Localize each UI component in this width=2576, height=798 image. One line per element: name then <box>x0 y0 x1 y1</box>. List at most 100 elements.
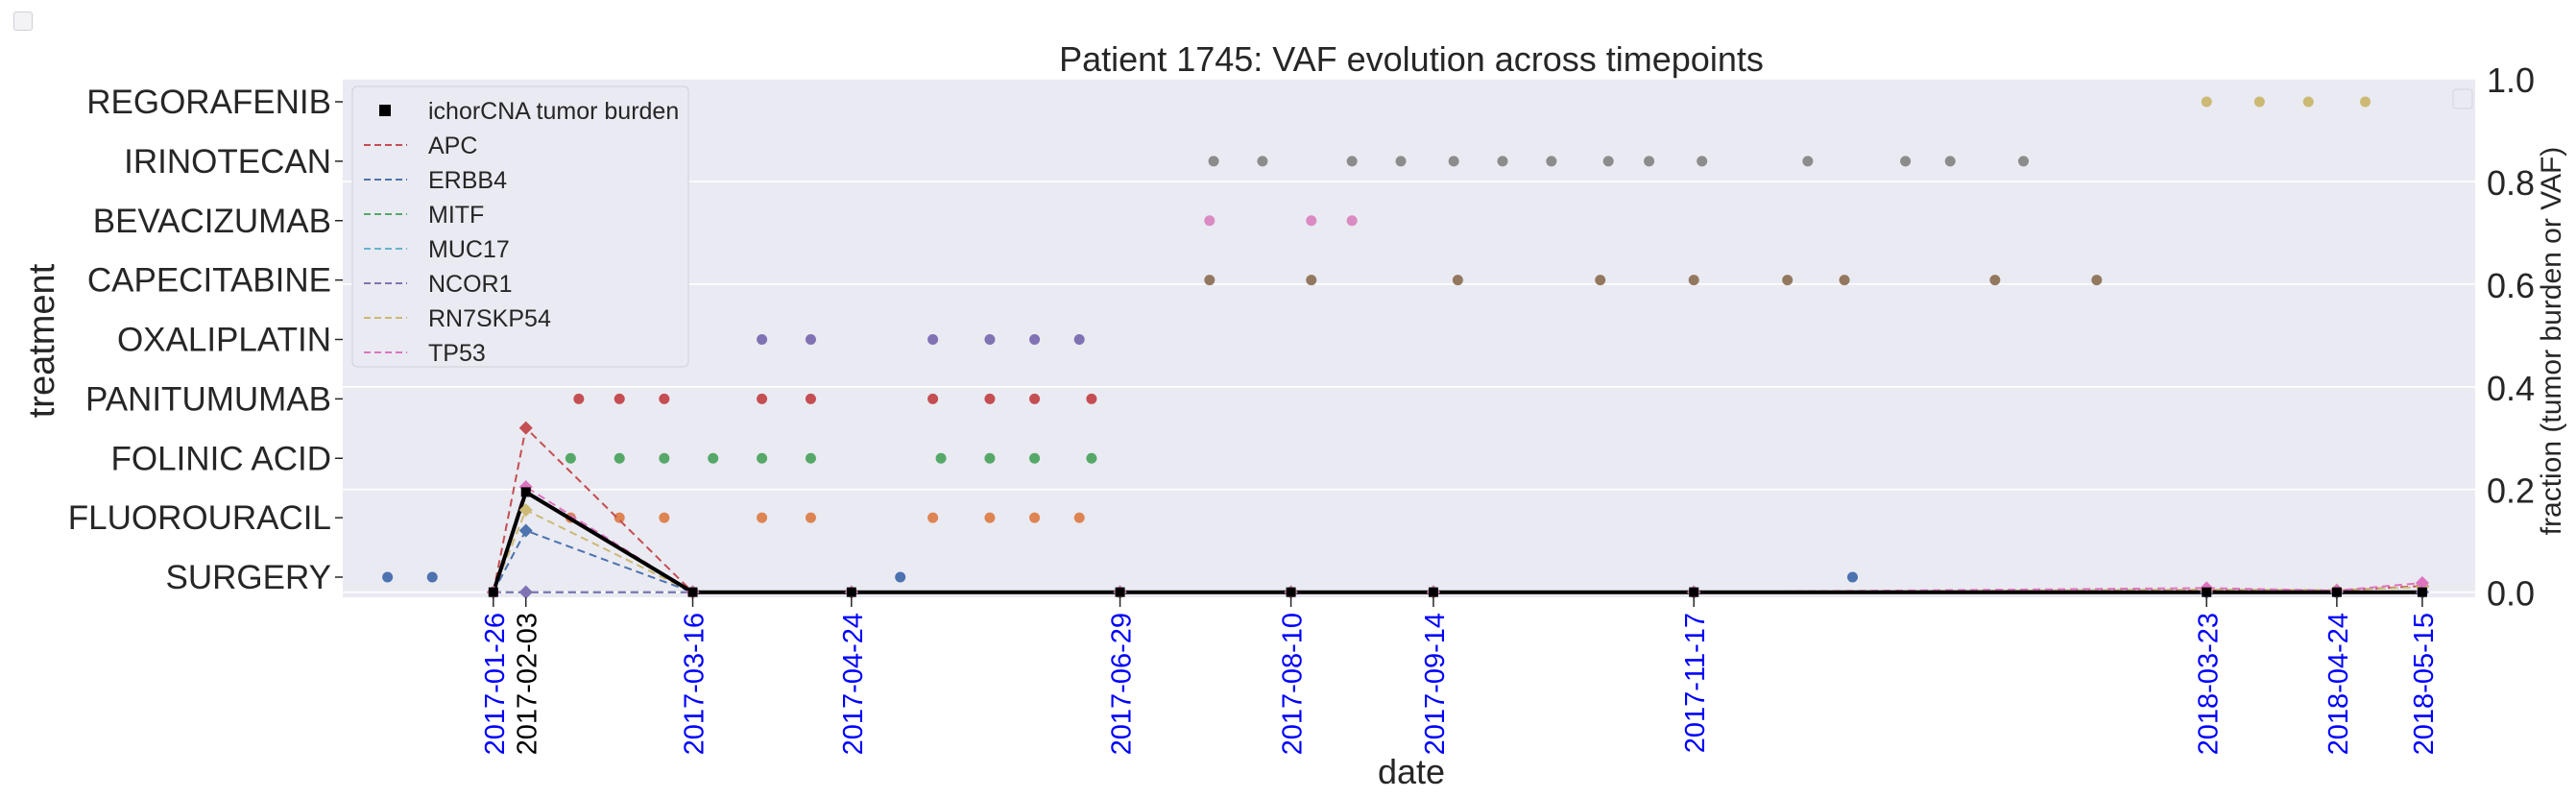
treatment-event-point <box>1900 156 1912 167</box>
treatment-event-point <box>1029 512 1041 523</box>
series-point <box>2331 587 2342 597</box>
treatment-event-point <box>565 452 576 464</box>
treatment-event-point <box>805 393 816 404</box>
treatment-event-point <box>2302 96 2314 108</box>
treatment-event-point <box>895 571 906 583</box>
treatment-event-point <box>1688 275 1699 286</box>
treatment-event-point <box>614 393 625 404</box>
y-tick-label: REGORAFENIB <box>86 84 331 121</box>
right-tick-label: 0.0 <box>2487 574 2535 614</box>
treatment-event-point <box>1257 156 1268 167</box>
y-tick-label: FOLINIC ACID <box>111 440 331 477</box>
y-tick-label: BEVACIZUMAB <box>93 203 331 240</box>
y-tick-label: IRINOTECAN <box>124 143 331 181</box>
right-tick-label: 0.6 <box>2487 266 2535 305</box>
treatment-event-point <box>1697 156 1708 167</box>
legend-label: RN7SKP54 <box>428 305 551 332</box>
treatment-event-point <box>1204 275 1216 286</box>
legend-label: ERBB4 <box>428 167 507 194</box>
x-tick-label: 2017-06-29 <box>1107 613 1138 755</box>
treatment-event-point <box>805 334 816 345</box>
treatment-event-point <box>1452 275 1463 286</box>
legend-box <box>351 85 689 368</box>
treatment-event-point <box>614 512 625 523</box>
legend-label: MUC17 <box>428 236 510 263</box>
treatment-event-point <box>757 452 768 464</box>
treatment-event-point <box>2360 96 2371 108</box>
treatment-event-point <box>614 452 625 464</box>
treatment-event-point <box>1073 512 1085 523</box>
series-point <box>2417 587 2427 597</box>
series-point <box>2202 587 2212 597</box>
treatment-event-point <box>1944 156 1956 167</box>
treatment-event-point <box>935 452 947 464</box>
x-tick-label: 2017-03-16 <box>680 613 710 755</box>
legend-label: MITF <box>428 202 484 229</box>
y-tick-label: FLUOROURACIL <box>68 499 331 537</box>
treatment-event-point <box>757 512 768 523</box>
treatment-event-point <box>1602 156 1614 167</box>
treatment-event-point <box>984 512 996 523</box>
x-tick-label: 2018-04-24 <box>2323 613 2354 755</box>
right-tick-label: 1.0 <box>2487 60 2535 100</box>
x-tick-label: 2017-09-14 <box>1420 613 1451 755</box>
treatment-event-point <box>1448 156 1459 167</box>
treatment-event-point <box>1595 275 1606 286</box>
treatment-event-point <box>708 452 719 464</box>
treatment-event-point <box>1395 156 1407 167</box>
treatment-event-point <box>426 571 438 583</box>
series-point <box>518 421 533 435</box>
treatment-event-point <box>1086 452 1097 464</box>
treatment-event-point <box>984 452 996 464</box>
x-tick-label: 2017-08-10 <box>1278 613 1309 755</box>
series-point <box>1286 587 1296 597</box>
treatment-event-point <box>1073 334 1085 345</box>
plot-area <box>343 79 2475 597</box>
treatment-event-point <box>1346 156 1358 167</box>
legend-label: NCOR1 <box>428 271 513 298</box>
treatment-event-point <box>2253 96 2265 108</box>
figure-corner-checkbox <box>13 12 33 31</box>
legend-marker <box>379 105 391 116</box>
right-tick-label: 0.8 <box>2487 163 2535 203</box>
treatment-event-point <box>1306 275 1317 286</box>
legend-label: TP53 <box>428 340 486 367</box>
treatment-event-point <box>805 512 816 523</box>
treatment-event-point <box>927 393 939 404</box>
treatment-event-point <box>1208 156 1219 167</box>
treatment-event-point <box>1546 156 1557 167</box>
chart-title: Patient 1745: VAF evolution across timep… <box>1059 39 1764 79</box>
x-tick-label: 2018-05-15 <box>2409 613 2440 755</box>
y-tick-label: SURGERY <box>166 559 331 596</box>
treatment-event-point <box>984 393 996 404</box>
series-point <box>846 587 856 597</box>
treatment-event-point <box>1204 215 1216 227</box>
empty-legend-box <box>2452 88 2473 109</box>
series-point <box>518 503 533 518</box>
treatment-event-point <box>757 334 768 345</box>
x-tick-label: 2017-02-03 <box>513 613 543 755</box>
treatment-event-point <box>1029 334 1041 345</box>
treatment-event-point <box>1782 275 1794 286</box>
treatment-event-point <box>1306 215 1317 227</box>
series-point <box>687 587 698 597</box>
x-tick-label: 2017-04-24 <box>838 613 869 755</box>
treatment-event-point <box>659 452 670 464</box>
treatment-event-point <box>2091 275 2103 286</box>
treatment-event-point <box>1497 156 1508 167</box>
series-point <box>518 523 533 538</box>
y-axis-label-left: treatment <box>22 263 62 418</box>
series-line <box>492 508 2422 593</box>
x-tick-label: 2017-01-26 <box>480 613 511 755</box>
right-tick-label: 0.2 <box>2487 472 2535 511</box>
series-point <box>488 587 498 597</box>
treatment-event-point <box>382 571 394 583</box>
treatment-event-point <box>805 452 816 464</box>
treatment-event-point <box>1029 452 1041 464</box>
series-point <box>1689 587 1699 597</box>
legend-label: APC <box>428 133 477 159</box>
treatment-event-point <box>984 334 996 345</box>
treatment-event-point <box>1802 156 1814 167</box>
series-point <box>1115 587 1125 597</box>
